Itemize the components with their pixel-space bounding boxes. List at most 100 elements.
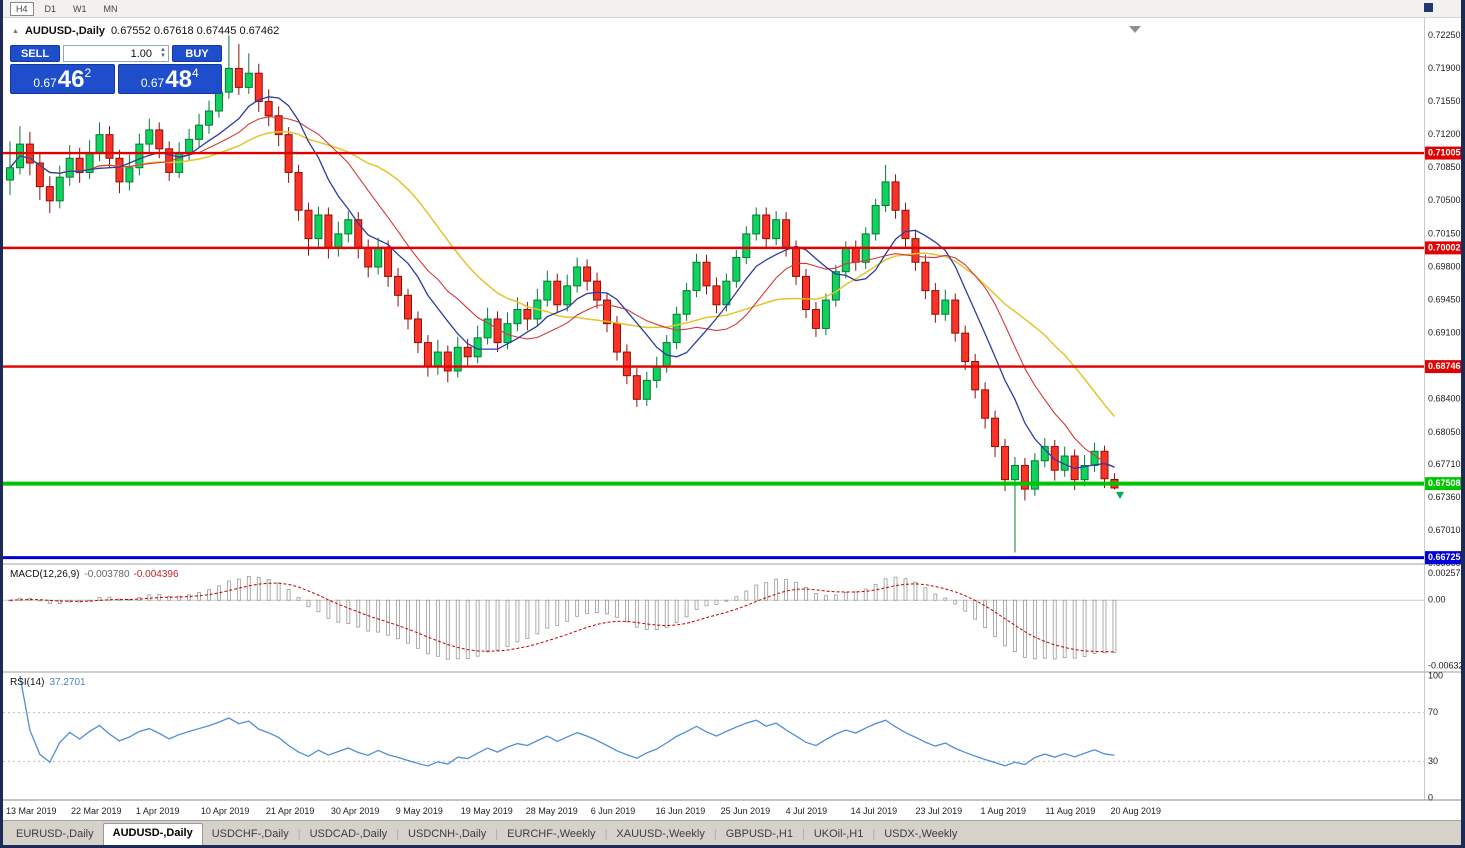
candle-body	[553, 280, 562, 306]
candle-body	[543, 280, 552, 301]
window-border-bottom	[0, 845, 1465, 848]
candle-body	[483, 318, 492, 339]
tab-divider: |	[495, 828, 499, 840]
macd-histogram-bar	[1032, 599, 1037, 660]
macd-histogram-bar	[336, 599, 341, 623]
ask-prefix: 0.67	[140, 76, 165, 90]
volume-spinner: ▲ ▼	[160, 47, 166, 59]
candle-body	[1001, 446, 1009, 481]
price-grid-label: 0.70850	[1428, 162, 1461, 172]
date-label: 25 Jun 2019	[721, 806, 771, 816]
bottom-tab-6[interactable]: EURCHF-,Weekly	[507, 828, 596, 840]
one-click-trading-panel: SELL 1.00 ▲ ▼ BUY 0.67 46 2 0.67 48 4	[10, 45, 222, 94]
macd-histogram-bar	[455, 599, 460, 660]
ask-price-button[interactable]: 0.67 48 4	[117, 64, 222, 94]
bid-price-button[interactable]: 0.67 46 2	[10, 64, 115, 94]
bottom-tab-4[interactable]: USDCAD-,Daily	[309, 828, 388, 840]
candle-body	[971, 361, 980, 391]
candle-body	[742, 233, 751, 259]
candle-body	[264, 101, 273, 117]
macd-histogram-bar	[535, 599, 540, 635]
macd-histogram-bar	[505, 599, 510, 647]
ask-big-digits: 48	[165, 66, 192, 93]
macd-axis-label: 0.00	[1428, 595, 1446, 605]
macd-histogram-bar	[356, 599, 361, 628]
candle-body	[1010, 464, 1019, 481]
bid-prefix: 0.67	[33, 76, 57, 90]
macd-histogram-bar	[1042, 599, 1047, 659]
price-grid-label: 0.69450	[1428, 294, 1461, 304]
window-border-left	[0, 0, 3, 848]
candle-body	[811, 309, 820, 329]
chart-title: ▲ AUDUSD-,Daily 0.67552 0.67618 0.67445 …	[12, 25, 279, 37]
candle-body	[304, 209, 313, 240]
chart-canvas[interactable]: 0.72250 0.71900 0.71550 0.71200 0.70850 0.705…	[3, 18, 1461, 820]
candle-body	[1020, 464, 1029, 490]
tab-divider: |	[713, 828, 717, 840]
candle-body	[871, 205, 880, 235]
macd-histogram-bar	[1052, 599, 1057, 660]
macd-histogram-bar	[465, 599, 470, 660]
macd-histogram-bar	[824, 595, 828, 601]
candle-body	[135, 143, 144, 169]
price-grid-label: 0.68050	[1428, 427, 1461, 437]
sell-button[interactable]: SELL	[10, 45, 60, 62]
candle-body	[404, 294, 412, 320]
macd-histogram-bar	[326, 599, 331, 619]
macd-histogram-bar	[1023, 599, 1027, 658]
bottom-tab-2[interactable]: AUDUSD-,Daily	[102, 823, 203, 845]
bottom-tab-5[interactable]: USDCNH-,Daily	[408, 828, 487, 840]
price-grid-label: 0.69800	[1428, 261, 1461, 271]
date-label: 23 Jul 2019	[916, 806, 963, 816]
price-grid-label: 0.67360	[1428, 492, 1461, 502]
macd-axis-label: -0.0063260	[1428, 660, 1461, 670]
macd-histogram-bar	[236, 578, 241, 601]
oneclick-collapse-icon[interactable]: ▲	[12, 27, 19, 35]
chart-tabs-bar: EURUSD-,Daily AUDUSD-,Daily USDCHF-,Daily |…	[3, 820, 1461, 845]
candle-body	[234, 67, 243, 88]
rsi-panel: 100 70 30 0	[3, 670, 1443, 802]
rsi-line	[19, 675, 1115, 767]
timeframe-toolbar: H4 D1 W1 MN	[3, 0, 1461, 18]
tf-btn-1[interactable]: D1	[44, 3, 57, 14]
bottom-tab-9[interactable]: UKOil-,H1	[813, 828, 864, 840]
tf-btn-3[interactable]: MN	[103, 3, 118, 14]
macd-histogram-bar	[575, 599, 580, 617]
volume-input[interactable]: 1.00 ▲ ▼	[63, 45, 169, 62]
bottom-tab-10[interactable]: USDX-,Weekly	[884, 828, 958, 840]
bottom-tab-8[interactable]: GBPUSD-,H1	[725, 828, 793, 840]
macd-signal-value: -0.004396	[133, 569, 179, 580]
bottom-tab-7[interactable]: XAUUSD-,Weekly	[616, 828, 705, 840]
price-grid-label: 0.68400	[1428, 394, 1461, 404]
macd-histogram-bar	[545, 599, 550, 629]
bottom-tab-3[interactable]: USDCHF-,Daily	[211, 828, 289, 840]
macd-histogram-bar	[883, 578, 888, 601]
date-label: 4 Jul 2019	[786, 806, 828, 816]
bottom-tab-1[interactable]: EURUSD-,Daily	[16, 828, 94, 840]
window-border-right	[1461, 0, 1465, 848]
volume-spinner-down-icon[interactable]: ▼	[160, 53, 166, 59]
tf-btn-2[interactable]: W1	[73, 3, 87, 14]
buy-button[interactable]: BUY	[172, 45, 222, 62]
volume-spinner-up-icon[interactable]: ▲	[160, 47, 166, 53]
chart-symbol-label: AUDUSD-,Daily	[24, 25, 106, 37]
candle-body	[672, 313, 681, 344]
macd-main-value: -0.003780	[84, 569, 130, 580]
macd-histogram-bar	[873, 583, 878, 601]
macd-histogram-bar	[475, 599, 480, 657]
tf-btn-0[interactable]: H4	[10, 1, 34, 16]
candle-body	[603, 299, 611, 325]
price-arrow-icon	[1116, 492, 1124, 499]
hlines-layer: 0.71005 0.70002 0.68746 0.67508 0.66725	[3, 146, 1461, 565]
macd-histogram-bar	[256, 576, 261, 601]
macd-histogram-bar	[615, 599, 619, 618]
macd-histogram-bar	[276, 582, 281, 601]
candle-body	[583, 266, 592, 282]
tab-divider: |	[396, 828, 400, 840]
candle-body	[423, 342, 432, 367]
candle-body	[413, 318, 422, 344]
candle-body	[692, 261, 701, 292]
macd-histogram-bar	[207, 589, 211, 601]
macd-histogram-bar	[187, 594, 192, 601]
candle-body	[125, 167, 134, 183]
